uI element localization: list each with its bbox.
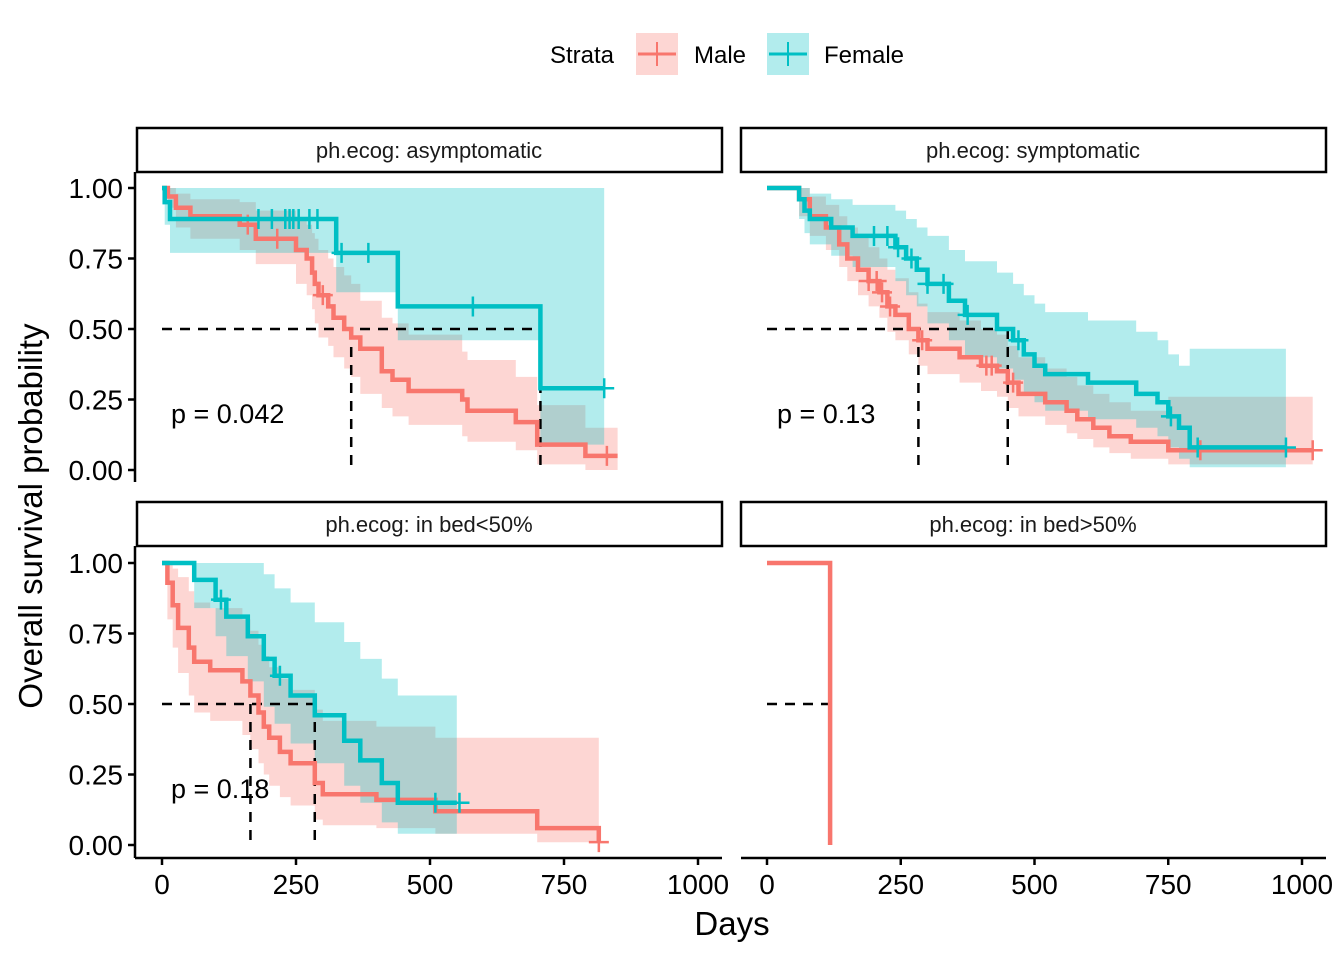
censor-mark-male xyxy=(312,285,333,306)
survival-curve-male xyxy=(162,560,602,843)
censor-mark-male xyxy=(267,228,288,249)
censor-mark-female xyxy=(877,225,898,246)
p-value-in-bed-lt-50: p = 0.18 xyxy=(171,774,269,804)
censor-mark-female xyxy=(425,792,446,813)
legend-label-male: Male xyxy=(694,42,746,69)
x-tick-label: 250 xyxy=(877,869,924,900)
ci-band-male xyxy=(162,188,618,470)
ci-band-female xyxy=(162,188,605,445)
survival-curve-female xyxy=(767,185,1286,450)
survival-curve-female xyxy=(162,185,605,391)
legend-label-female: Female xyxy=(824,42,904,69)
strip-label-symptomatic: ph.ecog: symptomatic xyxy=(926,138,1140,163)
censor-mark-male xyxy=(880,296,901,317)
censor-mark-male xyxy=(596,445,617,466)
censor-mark-female xyxy=(1187,437,1208,458)
x-axis-title: Days xyxy=(694,905,769,942)
censor-mark-female xyxy=(1160,406,1181,427)
x-tick-label: 1000 xyxy=(667,869,729,900)
p-value-symptomatic: p = 0.13 xyxy=(777,399,875,429)
strip-label-asymptomatic: ph.ecog: asymptomatic xyxy=(316,138,542,163)
censor-mark-male xyxy=(588,832,609,853)
survival-curve-male xyxy=(767,560,833,845)
x-tick-label: 500 xyxy=(1011,869,1058,900)
strip-in-bed-gt-50 xyxy=(739,500,1328,548)
y-tick-label: 0.50 xyxy=(69,689,124,720)
p-value-asymptomatic: p = 0.042 xyxy=(171,399,284,429)
censor-mark-female xyxy=(594,378,615,399)
censor-mark-female xyxy=(901,248,922,269)
panel-symptomatic: ph.ecog: symptomatic p = 0.13 xyxy=(739,126,1328,429)
legend-title: Strata xyxy=(550,42,615,69)
survival-curve-male xyxy=(162,185,618,459)
x-tick-label: 500 xyxy=(407,869,454,900)
y-tick-label: 0.75 xyxy=(69,619,124,650)
strip-in-bed-lt-50 xyxy=(135,500,724,548)
censor-mark-female xyxy=(449,792,470,813)
ci-band-male xyxy=(162,563,599,845)
y-tick-label: 0.00 xyxy=(69,455,124,486)
strip-label-in-bed-lt-50: ph.ecog: in bed<50% xyxy=(325,512,532,537)
censor-mark-female xyxy=(888,237,909,258)
chart-marks: 0.00 0.25 0.50 0.75 1.00 0.00 0.25 0.50 0.75 1.00… xyxy=(69,172,1333,900)
censor-mark-female xyxy=(462,296,483,317)
y-tick-label: 1.00 xyxy=(69,548,124,579)
y-tick-label: 0.00 xyxy=(69,830,124,861)
y-tick-label: 0.25 xyxy=(69,385,124,416)
censor-mark-female xyxy=(269,665,290,686)
x-tick-label: 250 xyxy=(273,869,320,900)
strip-symptomatic xyxy=(739,126,1328,174)
censor-mark-male xyxy=(981,355,1002,376)
y-tick-label: 0.75 xyxy=(69,244,124,275)
strip-label-in-bed-gt-50: ph.ecog: in bed>50% xyxy=(929,512,1136,537)
legend-key-male xyxy=(636,33,678,75)
x-tick-label: 750 xyxy=(541,869,588,900)
censor-mark-female xyxy=(1275,437,1296,458)
x-tick-label: 1000 xyxy=(1271,869,1333,900)
panel-marks-2: 0.00 0.25 0.50 0.75 1.00 0 250 500 750 1000 xyxy=(69,546,729,900)
y-tick-label: 0.50 xyxy=(69,314,124,345)
panel-in-bed-lt-50: ph.ecog: in bed<50% p = 0.18 xyxy=(135,500,724,804)
panel-in-bed-gt-50: ph.ecog: in bed>50% xyxy=(739,500,1328,548)
censor-mark-male xyxy=(1302,440,1323,461)
survival-curve-male xyxy=(767,185,1313,453)
censor-mark-female xyxy=(933,273,954,294)
censor-mark-female xyxy=(1008,330,1029,351)
censor-mark-female xyxy=(957,304,978,325)
censor-mark-female xyxy=(331,242,352,263)
panel-marks-0: 0.00 0.25 0.50 0.75 1.00 xyxy=(69,172,618,486)
panel-asymptomatic: ph.ecog: asymptomatic p = 0.042 xyxy=(135,126,724,429)
censor-mark-male xyxy=(866,271,887,292)
y-tick-label: 1.00 xyxy=(69,173,124,204)
x-tick-label: 0 xyxy=(154,869,170,900)
strip-asymptomatic xyxy=(135,126,724,174)
y-tick-label: 0.25 xyxy=(69,760,124,791)
legend-key-female xyxy=(767,33,809,75)
x-tick-label: 750 xyxy=(1145,869,1192,900)
legend: Strata Male Female xyxy=(550,33,904,75)
censor-mark-male xyxy=(872,282,893,303)
censor-mark-male xyxy=(1190,440,1211,461)
censor-mark-female xyxy=(358,242,379,263)
y-axis-title: Overall survival probability xyxy=(12,323,49,709)
censor-mark-female xyxy=(210,589,231,610)
censor-mark-male xyxy=(912,330,933,351)
censor-mark-female xyxy=(307,209,328,230)
x-tick-label: 0 xyxy=(759,869,775,900)
panel-marks-3: 0 250 500 750 1000 xyxy=(741,560,1333,900)
censor-mark-male xyxy=(1003,372,1024,393)
panel-marks-1 xyxy=(767,185,1323,470)
